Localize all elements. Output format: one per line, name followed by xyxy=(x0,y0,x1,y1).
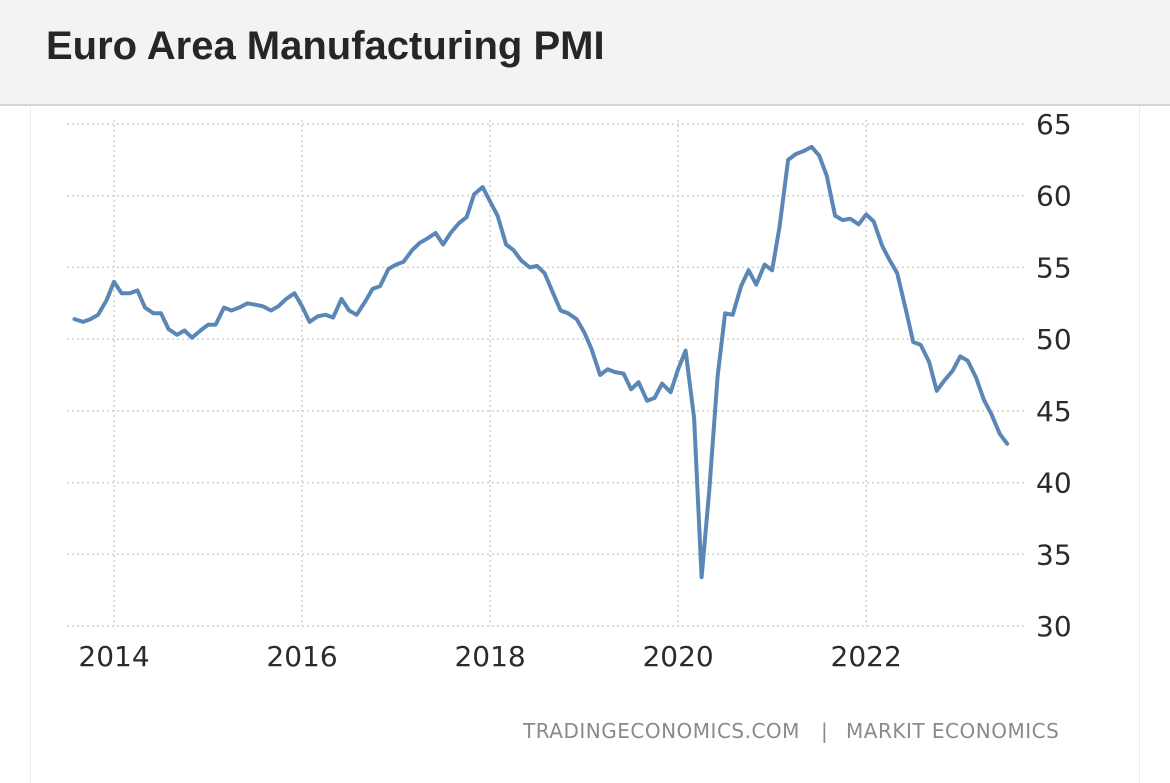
x-tick-label-2020: 2020 xyxy=(642,640,713,673)
page-title: Euro Area Manufacturing PMI xyxy=(46,24,605,68)
y-tick-labels: 30 35 40 45 50 55 60 65 xyxy=(1036,108,1072,643)
x-tick-label-2014: 2014 xyxy=(78,640,149,673)
source-credit-separator: | xyxy=(821,719,828,743)
x-tick-label-2022: 2022 xyxy=(831,640,902,673)
chart-card: 2014 2016 2018 2020 2022 30 35 40 45 50 55 60 65 TR… xyxy=(30,106,1140,783)
y-tick-label-50: 50 xyxy=(1036,323,1072,356)
source-credit: TRADINGECONOMICS.COM | MARKIT ECONOMICS xyxy=(522,719,1059,743)
y-tick-label-45: 45 xyxy=(1036,395,1072,428)
source-credit-right: MARKIT ECONOMICS xyxy=(846,719,1059,743)
y-gridlines xyxy=(67,123,1026,627)
x-tick-label-2016: 2016 xyxy=(266,640,337,673)
y-tick-label-40: 40 xyxy=(1036,467,1072,500)
header-bar: Euro Area Manufacturing PMI xyxy=(0,0,1170,106)
y-tick-label-65: 65 xyxy=(1036,108,1072,141)
y-tick-label-35: 35 xyxy=(1036,538,1072,571)
x-tick-label-2018: 2018 xyxy=(454,640,525,673)
source-credit-left: TRADINGECONOMICS.COM xyxy=(522,719,800,743)
pmi-series-line xyxy=(72,144,1010,580)
y-tick-label-60: 60 xyxy=(1036,180,1072,213)
y-tick-label-55: 55 xyxy=(1036,251,1072,284)
pmi-line-chart: 2014 2016 2018 2020 2022 30 35 40 45 50 55 60 65 TR… xyxy=(67,108,1072,743)
y-tick-label-30: 30 xyxy=(1036,610,1072,643)
x-gridlines xyxy=(113,120,867,626)
x-tick-labels: 2014 2016 2018 2020 2022 xyxy=(78,640,901,673)
